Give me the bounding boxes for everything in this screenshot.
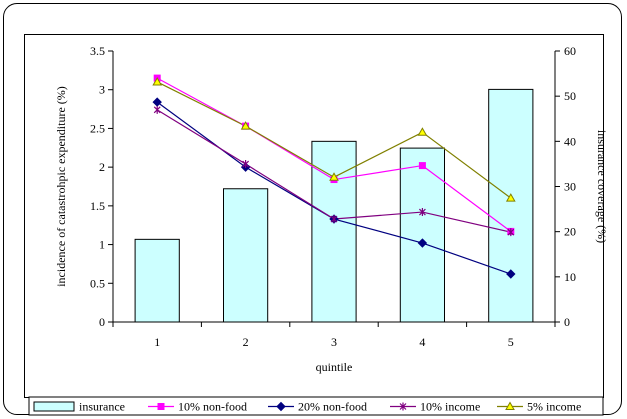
x-tick-label: 4 (419, 335, 425, 349)
legend-item-20pct-non-food: 20% non-food (268, 400, 367, 414)
legend-marker (399, 402, 407, 411)
legend-label: 10% income (420, 400, 480, 414)
markers-layer (152, 74, 516, 279)
x-tick-label: 2 (243, 335, 249, 349)
y2-tick-label: 10 (564, 270, 576, 284)
y-tick-label: 1.5 (90, 199, 105, 213)
legend-item-5pct-income: 5% income (497, 400, 581, 414)
legend-item-10pct-income: 10% income (390, 400, 480, 414)
ticks-layer: 0 0.5 1 1.5 2 2.5 3 3.5 0 10 20 30 40 50 60 1 2 3 4 5 (90, 44, 576, 349)
legend-item-insurance: insurance (33, 400, 125, 414)
point-10pct-income-3 (330, 215, 338, 224)
legend-marker (157, 403, 165, 410)
x-tick-label: 5 (508, 335, 514, 349)
point-10pct-income-2 (242, 160, 250, 169)
bars-layer (134, 88, 534, 323)
bar-insurance-2 (223, 188, 269, 323)
legend-item-10pct-non-food: 10% non-food (148, 400, 247, 414)
x-tick-label: 1 (154, 335, 160, 349)
legend-label: 10% non-food (178, 400, 247, 414)
y-tick-label: 2.5 (90, 121, 105, 135)
bar-insurance-5 (488, 88, 534, 323)
point-10pct-income-4 (418, 208, 426, 217)
point-20pct-non-food-4 (417, 238, 428, 248)
y2-tick-label: 20 (564, 225, 576, 239)
y-axis-title: incidence of catastrohpic expenditure (%… (54, 86, 68, 287)
y-tick-label: 3 (99, 83, 105, 97)
legend-label: insurance (79, 400, 125, 414)
point-5pct-income-2 (240, 121, 251, 130)
y2-tick-label: 0 (564, 315, 570, 329)
y-tick-label: 0 (99, 315, 105, 329)
legend-label: 20% non-food (298, 400, 367, 414)
point-5pct-income-3 (329, 172, 339, 181)
point-5pct-income-1 (152, 76, 163, 86)
legend-label: 5% income (527, 400, 581, 414)
bar-insurance-1 (134, 238, 180, 323)
bar-insurance-4 (399, 147, 445, 323)
legend-box (28, 396, 604, 416)
y2-tick-label: 50 (564, 89, 576, 103)
legend-swatch (33, 401, 75, 412)
point-10pct-income-5 (507, 228, 515, 237)
legend-marker (276, 401, 286, 412)
y-tick-label: 3.5 (90, 44, 105, 58)
y2-axis-title: insurance coverage (%) (595, 130, 609, 243)
point-5pct-income-5 (505, 193, 516, 202)
y2-tick-label: 40 (564, 134, 576, 148)
legend: insurance 10% non-food 20% non-food 10% inc… (28, 396, 604, 416)
point-10pct-income-1 (153, 105, 161, 114)
bar-insurance-3 (311, 140, 357, 323)
y-tick-label: 1 (99, 238, 105, 252)
y2-tick-label: 30 (564, 180, 576, 194)
y2-tick-label: 60 (564, 44, 576, 58)
legend-marker (505, 401, 515, 410)
point-5pct-income-4 (417, 127, 428, 136)
point-20pct-non-food-5 (506, 269, 516, 279)
x-axis-title: quintile (316, 360, 353, 374)
y-tick-label: 2 (99, 160, 105, 174)
x-tick-label: 3 (331, 335, 337, 349)
point-10pct-non-food-4 (418, 162, 426, 170)
y-tick-label: 0.5 (90, 276, 105, 290)
